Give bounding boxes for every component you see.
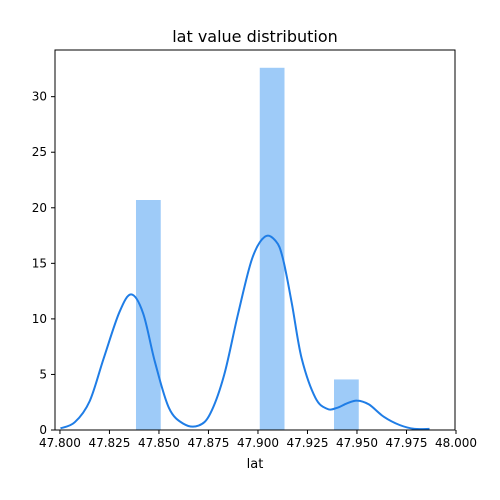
x-tick-label: 48.000: [435, 436, 477, 450]
y-tick-label: 0: [39, 423, 47, 437]
kde-curve: [60, 234, 430, 431]
x-tick-label: 47.875: [187, 436, 229, 450]
histogram-bars: [135, 67, 359, 431]
x-tick-label: 47.850: [138, 436, 180, 450]
y-tick-label: 10: [32, 312, 47, 326]
x-tick-label: 47.975: [385, 436, 427, 450]
chart-title: lat value distribution: [172, 27, 338, 46]
histogram-bar: [135, 200, 161, 430]
histogram-bar: [334, 379, 359, 430]
x-tick-label: 47.825: [88, 436, 130, 450]
kde-curve-layer: [60, 234, 430, 431]
y-tick-label: 30: [32, 90, 47, 104]
y-tick-label: 15: [32, 256, 47, 270]
x-tick-label: 47.900: [237, 436, 279, 450]
x-tick-label: 47.950: [336, 436, 378, 450]
x-axis-label: lat: [247, 457, 264, 472]
x-axis: 47.800 47.825 47.850 47.875 47.900 47.925 47.9…: [39, 430, 477, 450]
x-tick-label: 47.800: [39, 436, 81, 450]
y-tick-label: 5: [39, 367, 47, 381]
y-tick-label: 25: [32, 145, 47, 159]
y-tick-label: 20: [32, 201, 47, 215]
y-axis: 0 5 10 15 20 25 30: [32, 90, 55, 437]
plot-area-frame: [54, 49, 456, 431]
x-tick-label: 47.925: [286, 436, 328, 450]
